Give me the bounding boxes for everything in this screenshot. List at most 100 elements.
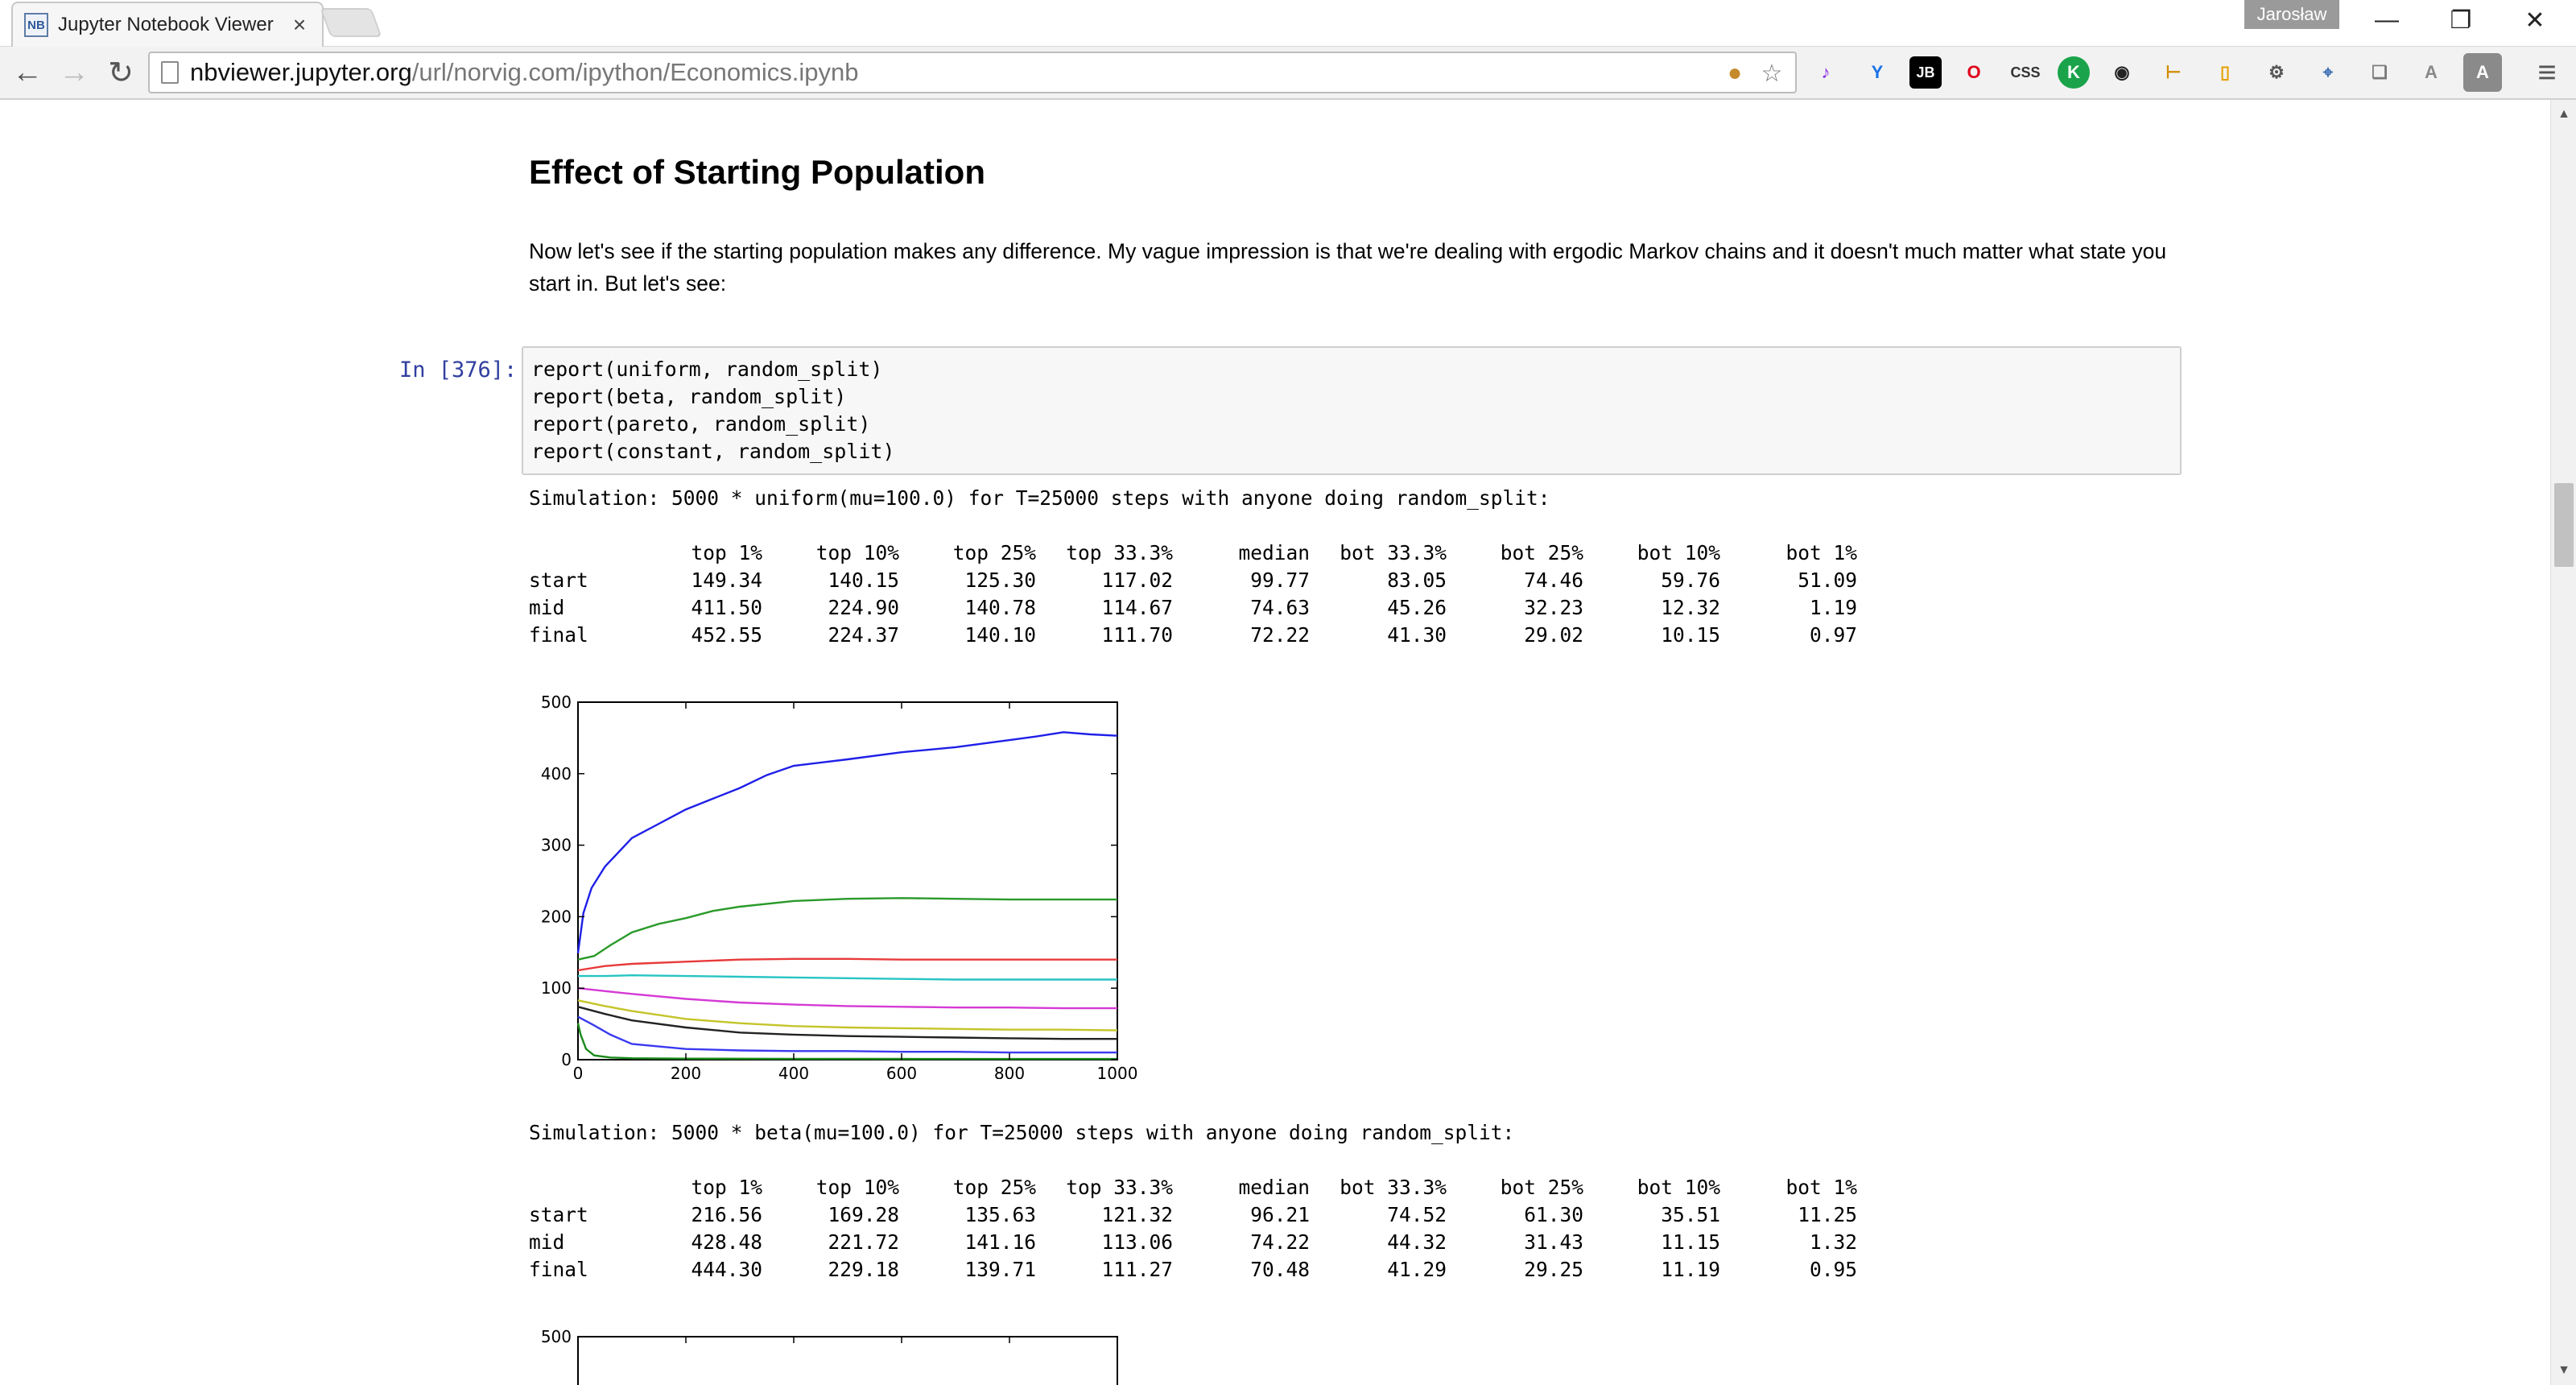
satellite-icon[interactable]: ⌖ [2322, 62, 2334, 82]
scroll-thumb[interactable] [2554, 483, 2574, 567]
ruler-icon[interactable]: ⊢ [2165, 62, 2182, 82]
tab-close-icon[interactable]: × [292, 12, 307, 37]
column-header: bot 1% [1785, 541, 1857, 564]
x-tick-label: 0 [573, 1064, 584, 1079]
series-group [576, 731, 1118, 1060]
x-tick-label: 400 [778, 1064, 809, 1079]
robot-icon[interactable]: ⚙ [2268, 62, 2285, 82]
column-header: top 25% [952, 541, 1036, 564]
series-line-5 [577, 987, 1117, 1010]
table-cell: 74.22 [1250, 1230, 1310, 1254]
window-close-icon[interactable]: ✕ [2524, 6, 2545, 34]
back-icon[interactable]: ← [12, 55, 43, 89]
browser-tab[interactable]: NB Jupyter Notebook Viewer × [11, 2, 324, 47]
table-cell: 111.70 [1101, 623, 1173, 647]
forward-icon[interactable]: → [59, 55, 89, 89]
table-cell: 224.90 [828, 596, 899, 619]
table-cell: 1.19 [1809, 596, 1857, 619]
restore-icon[interactable]: ❐ [2450, 6, 2472, 34]
table-cell: 169.28 [828, 1203, 899, 1226]
simulation-header-beta: Simulation: 5000 * beta(mu=100.0) for T=… [529, 1121, 1515, 1144]
y-extension-icon[interactable]: Y [1871, 62, 1884, 82]
line-chart-uniform: 0 200 400 600 800 1000 0 100 200 300 400 500 [541, 694, 1138, 1079]
code-line: report(pareto, random_split) [531, 412, 871, 436]
scroll-up-icon[interactable]: ▲ [2557, 107, 2570, 121]
table-cell: 10.15 [1661, 623, 1720, 647]
reload-icon[interactable]: ↻ [108, 56, 134, 90]
column-header: top 33.3% [1066, 1176, 1173, 1199]
series-line-8 [577, 1015, 1117, 1054]
minimize-icon[interactable]: — [2375, 6, 2399, 33]
column-header: bot 1% [1785, 1176, 1857, 1199]
column-header: bot 25% [1500, 1176, 1583, 1199]
css-icon[interactable]: CSS [2010, 64, 2041, 81]
table-row: final 452.55 224.37 140.10 111.70 72.22 41.30 2… [529, 622, 1857, 649]
table-cell: 11.25 [1798, 1203, 1857, 1226]
table-cell: 83.05 [1387, 568, 1447, 592]
code-cell[interactable]: report(uniform, random_split) report(bet… [522, 346, 2182, 475]
jetbrains-icon[interactable]: JB [1909, 56, 1942, 89]
table-cell: 1.32 [1809, 1230, 1857, 1254]
tab-title: Jupyter Notebook Viewer [58, 14, 274, 35]
angular-icon[interactable]: A [2425, 62, 2438, 82]
row-label: start [529, 1203, 588, 1226]
table-header-row: top 1% top 10% top 25% top 33.3% median bot 3… [529, 1174, 1857, 1201]
table-cell: 114.67 [1101, 596, 1173, 619]
opera-icon[interactable]: O [1967, 62, 1981, 82]
column-header: top 25% [952, 1176, 1036, 1199]
table-cell: 59.76 [1661, 568, 1720, 592]
column-header: top 1% [691, 541, 762, 564]
y-tick-label: 0 [561, 1050, 572, 1069]
table-cell: 444.30 [691, 1258, 762, 1281]
table-corner [529, 540, 625, 567]
table-header-row: top 1% top 10% top 25% top 33.3% median bot 3… [529, 540, 1857, 567]
row-label: mid [529, 1230, 565, 1254]
table-cell: 140.78 [964, 596, 1036, 619]
table-cell: 96.21 [1250, 1203, 1310, 1226]
table-cell: 74.63 [1250, 596, 1310, 619]
series-line-2 [577, 897, 1117, 961]
k-extension-icon[interactable]: K [2058, 56, 2090, 89]
text-a-icon[interactable]: A [2463, 53, 2502, 92]
y-tick-label: 200 [541, 907, 572, 926]
profile-badge[interactable]: Jarosław [2244, 0, 2339, 29]
layers-icon[interactable]: ❏ [2372, 62, 2388, 82]
row-label: mid [529, 596, 565, 619]
column-header: top 1% [691, 1176, 762, 1199]
column-header: median [1238, 541, 1310, 564]
jupyter-favicon-icon: NB [24, 13, 48, 37]
line-chart-beta: 500 [541, 1329, 1118, 1385]
bookmark-star-icon[interactable]: ☆ [1761, 60, 1783, 87]
address-bar[interactable]: nbviewer.jupyter.org/url/norvig.com/ipyt… [148, 52, 1797, 93]
table-cell: 70.48 [1250, 1258, 1310, 1281]
series-line-6 [577, 999, 1118, 1032]
stats-table-uniform: top 1% top 10% top 25% top 33.3% median bot 3… [529, 540, 1857, 649]
column-header: bot 10% [1637, 1176, 1720, 1199]
table-cell: 121.32 [1101, 1203, 1173, 1226]
series-line-1 [576, 731, 1118, 953]
plot-frame [577, 701, 1118, 1060]
document-icon[interactable]: ▯ [2219, 62, 2231, 82]
y-tick-label: 500 [541, 1329, 572, 1346]
row-label: final [529, 623, 588, 647]
row-label: final [529, 1258, 588, 1281]
scroll-down-icon[interactable]: ▼ [2557, 1363, 2570, 1377]
table-cell: 221.72 [828, 1230, 899, 1254]
column-header: top 33.3% [1066, 541, 1173, 564]
table-cell: 29.25 [1524, 1258, 1583, 1281]
table-cell: 229.18 [828, 1258, 899, 1281]
url-host: nbviewer.jupyter.org [190, 58, 412, 86]
table-row: final 444.30 229.18 139.71 111.27 70.48 41.29 2… [529, 1256, 1857, 1284]
new-tab-button[interactable] [320, 8, 382, 37]
table-cell: 74.46 [1524, 568, 1583, 592]
color-picker-icon[interactable]: ◉ [2114, 62, 2130, 82]
series-line-4 [578, 974, 1117, 981]
code-line: report(uniform, random_split) [531, 358, 883, 381]
vertical-scrollbar[interactable]: ▲ ▼ [2550, 100, 2576, 1385]
cookie-blocked-icon[interactable]: ● [1727, 60, 1743, 86]
menu-icon[interactable]: ≡ [2537, 54, 2557, 90]
y-tick-label: 500 [541, 694, 572, 712]
column-header: bot 10% [1637, 541, 1720, 564]
y-tick-label: 300 [541, 836, 572, 855]
music-note-icon[interactable]: ♪ [1821, 62, 1831, 82]
